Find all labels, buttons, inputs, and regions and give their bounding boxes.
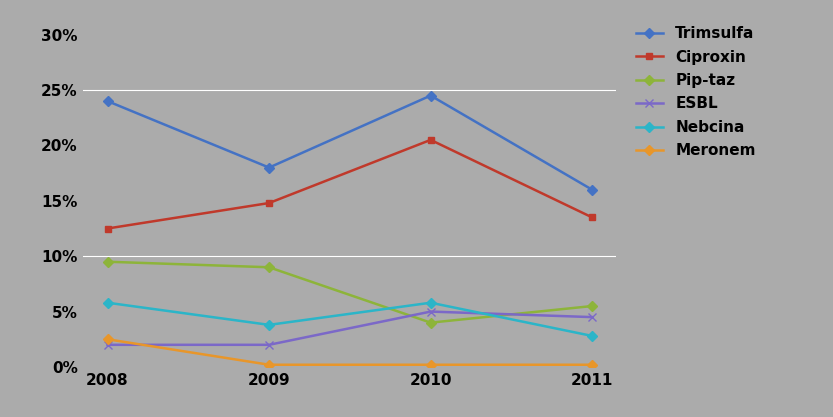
ESBL <box>102 342 112 347</box>
Line: Trimsulfa: Trimsulfa <box>104 92 596 193</box>
Nebcina <box>587 334 597 339</box>
Line: Nebcina: Nebcina <box>104 299 596 339</box>
Ciproxin <box>102 226 112 231</box>
Nebcina <box>264 322 274 327</box>
Legend: Trimsulfa, Ciproxin, Pip-taz, ESBL, Nebcina, Meronem: Trimsulfa, Ciproxin, Pip-taz, ESBL, Nebc… <box>630 20 762 164</box>
ESBL <box>264 342 274 347</box>
Meronem <box>426 362 436 367</box>
Nebcina <box>426 300 436 305</box>
Pip-taz <box>264 265 274 270</box>
Line: Pip-taz: Pip-taz <box>104 258 596 326</box>
ESBL <box>587 314 597 319</box>
Meronem <box>102 337 112 342</box>
Line: Ciproxin: Ciproxin <box>104 136 596 232</box>
Ciproxin <box>426 137 436 142</box>
Pip-taz <box>426 320 436 325</box>
ESBL <box>426 309 436 314</box>
Meronem <box>264 362 274 367</box>
Trimsulfa <box>426 93 436 98</box>
Line: ESBL: ESBL <box>103 307 596 349</box>
Nebcina <box>102 300 112 305</box>
Line: Meronem: Meronem <box>104 336 596 368</box>
Trimsulfa <box>587 187 597 192</box>
Ciproxin <box>587 215 597 220</box>
Pip-taz <box>587 304 597 309</box>
Trimsulfa <box>264 165 274 170</box>
Pip-taz <box>102 259 112 264</box>
Ciproxin <box>264 201 274 206</box>
Trimsulfa <box>102 99 112 104</box>
Meronem <box>587 362 597 367</box>
